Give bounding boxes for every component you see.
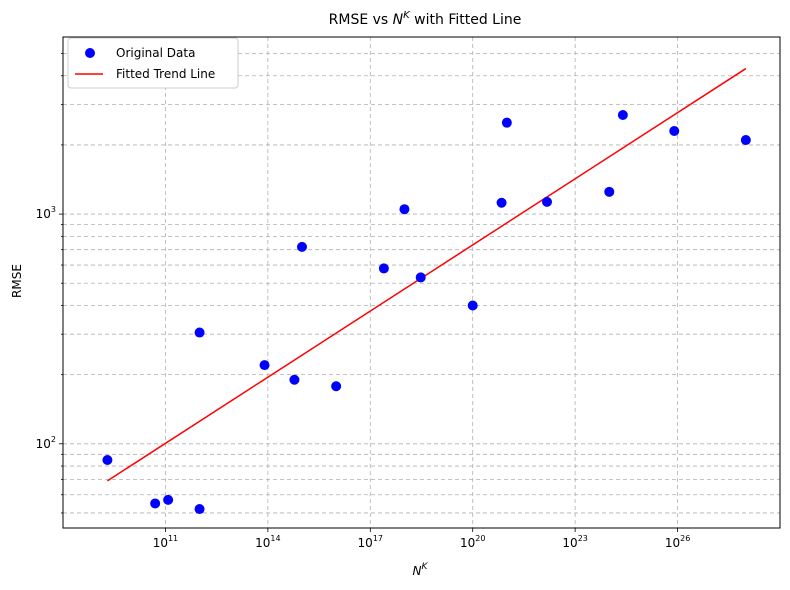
x-tick-label: 1023 [562,534,587,550]
x-tick-label: 1020 [460,534,485,550]
x-axis-label: NK [413,562,429,578]
data-point [194,327,205,338]
legend: Original Data Fitted Trend Line [67,37,239,89]
data-point [415,272,426,283]
data-point [617,109,628,120]
x-tick-label: 1014 [255,534,280,550]
data-point [669,125,680,136]
data-point [542,196,553,207]
data-point [378,263,389,274]
data-point [399,204,410,215]
chart-title: RMSE vs NK with Fitted Line [329,10,522,28]
x-tick-label: 1011 [153,534,178,550]
data-point [501,117,512,128]
x-tick-label: 1017 [358,534,383,550]
data-point [102,455,113,466]
data-point [259,360,270,371]
data-point [604,186,615,197]
y-axis-label: RMSE [10,264,24,298]
data-point [331,381,342,392]
grid [63,37,780,528]
plot-data [102,67,751,515]
data-point [467,300,478,311]
data-point [163,494,174,505]
legend-box [67,37,239,89]
data-point [150,498,161,509]
y-tick-label: 102 [36,435,56,451]
x-tick-label: 1026 [665,534,690,550]
data-point [194,504,205,515]
data-point [289,374,300,385]
data-point [496,197,507,208]
axis-ticks: 1011 1014 1017 1020 1023 1026 102 103 [36,53,690,550]
legend-scatter-marker [85,48,95,58]
legend-label-original-data: Original Data [116,46,195,60]
data-point [297,241,307,252]
y-tick-label: 103 [36,205,56,221]
legend-label-fitted-trend-line: Fitted Trend Line [116,67,215,81]
fitted-trend-line [107,67,747,482]
plot-frame [62,36,781,529]
data-point [740,135,751,146]
